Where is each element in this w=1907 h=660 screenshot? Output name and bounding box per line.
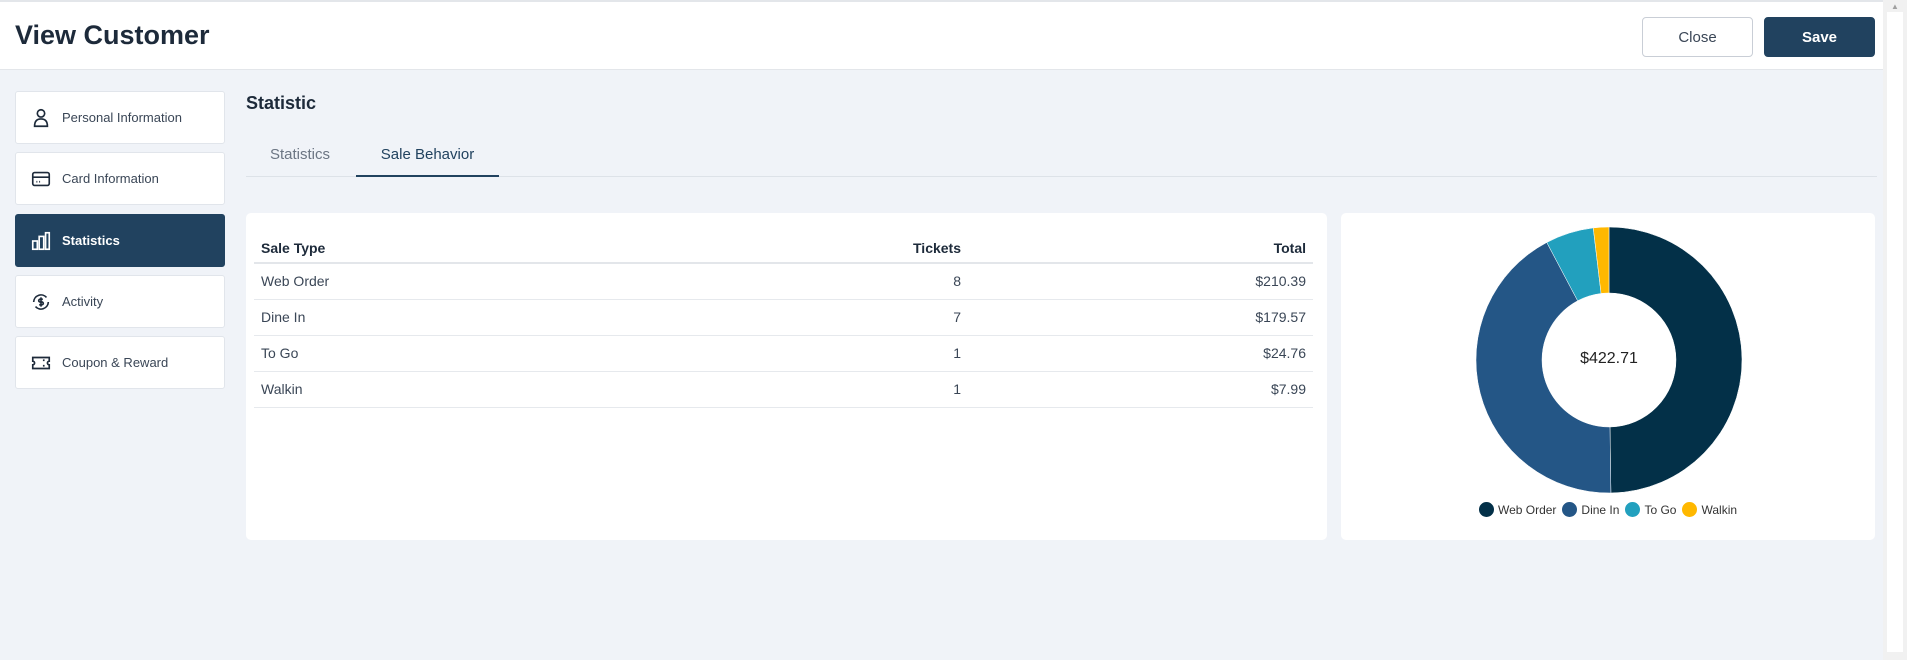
page-header: View Customer Close Save [0, 0, 1883, 70]
column-header-sale-type: Sale Type [254, 233, 708, 264]
table-row: Web Order 8 $210.39 [254, 263, 1313, 300]
sidebar-item-statistics[interactable]: Statistics [15, 214, 225, 267]
table-header-row: Sale Type Tickets Total [254, 233, 1313, 264]
save-button[interactable]: Save [1764, 17, 1875, 57]
scroll-up-icon[interactable]: ▲ [1891, 2, 1899, 11]
dollar-cycle-icon [32, 293, 50, 310]
cell-tickets: 1 [708, 371, 968, 408]
tab-sale-behavior[interactable]: Sale Behavior [356, 146, 499, 177]
sidebar-item-label: Statistics [62, 233, 120, 248]
ticket-icon [31, 356, 51, 369]
scrollbar[interactable]: ▲ [1883, 0, 1907, 660]
cell-total: $7.99 [968, 371, 1313, 408]
sidebar-item-personal-information[interactable]: Personal Information [15, 91, 225, 144]
sale-type-table: Sale Type Tickets Total Web Order 8 $210.3… [254, 233, 1313, 408]
sale-type-table-card: Sale Type Tickets Total Web Order 8 $210.3… [246, 213, 1327, 540]
sidebar-item-card-information[interactable]: Card Information [15, 152, 225, 205]
legend-swatch [1682, 502, 1698, 517]
legend-label: To Go [1644, 502, 1677, 517]
legend-label: Web Order [1497, 502, 1557, 517]
sale-type-chart-card: $422.71 Web Order Dine In To Go Walkin [1341, 213, 1875, 540]
table-row: To Go 1 $24.76 [254, 335, 1313, 372]
sidebar-item-label: Card Information [62, 171, 159, 186]
cell-total: $179.57 [968, 299, 1313, 336]
cell-tickets: 8 [708, 263, 968, 300]
sidebar-item-label: Activity [62, 294, 104, 309]
legend-swatch [1562, 502, 1578, 517]
scrollbar-thumb[interactable] [1887, 12, 1903, 652]
cell-total: $210.39 [968, 263, 1313, 300]
cell-sale-type: To Go [254, 335, 708, 372]
card-icon [31, 171, 51, 186]
page-title: View Customer [15, 20, 210, 50]
bar-chart-icon [31, 231, 51, 250]
cell-total: $24.76 [968, 335, 1313, 372]
column-header-total: Total [968, 233, 1313, 264]
tab-bar: Statistics Sale Behavior [246, 140, 1877, 177]
table-row: Walkin 1 $7.99 [254, 371, 1313, 408]
cell-tickets: 7 [708, 299, 968, 336]
legend-label: Dine In [1581, 502, 1620, 517]
user-icon [33, 108, 49, 127]
legend-swatch [1478, 502, 1494, 517]
tab-statistics[interactable]: Statistics [270, 146, 331, 163]
legend-item[interactable]: To Go [1625, 502, 1676, 517]
sidebar-item-activity[interactable]: Activity [15, 275, 225, 328]
section-title: Statistic [246, 93, 317, 113]
cell-sale-type: Web Order [254, 263, 708, 300]
donut-slice-dine-in[interactable] [1475, 242, 1612, 494]
legend-swatch [1625, 502, 1641, 517]
cell-sale-type: Walkin [254, 371, 708, 408]
close-button[interactable]: Close [1642, 17, 1753, 57]
sidebar-item-label: Personal Information [62, 110, 182, 125]
chart-legend: Web Order Dine In To Go Walkin [1341, 502, 1875, 517]
donut-center-label: $422.71 [1580, 350, 1638, 367]
legend-item[interactable]: Walkin [1682, 502, 1737, 517]
sidebar-item-coupon-reward[interactable]: Coupon & Reward [15, 336, 225, 389]
legend-label: Walkin [1701, 502, 1738, 517]
table-row: Dine In 7 $179.57 [254, 299, 1313, 336]
legend-item[interactable]: Dine In [1562, 502, 1619, 517]
sidebar-item-label: Coupon & Reward [62, 355, 169, 370]
donut-chart [1475, 226, 1743, 494]
legend-item[interactable]: Web Order [1478, 502, 1557, 517]
cell-tickets: 1 [708, 335, 968, 372]
column-header-tickets: Tickets [708, 233, 968, 264]
donut-slice-walkin[interactable] [1592, 226, 1610, 294]
cell-sale-type: Dine In [254, 299, 708, 336]
